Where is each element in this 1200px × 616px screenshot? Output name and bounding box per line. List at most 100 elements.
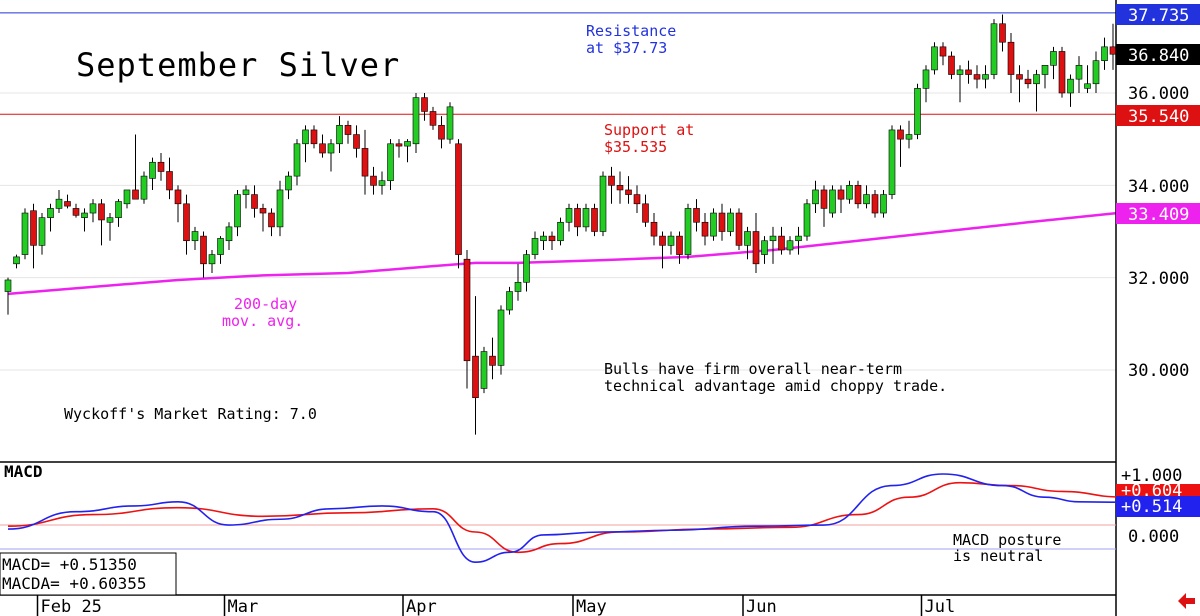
month-label: May [576,597,607,616]
candle [863,185,870,209]
candle [242,185,250,209]
candle-body-up [710,212,717,237]
candle [140,171,148,204]
candle [948,51,955,80]
candle [1041,65,1049,89]
candle [633,185,641,214]
candle-body-up [727,212,734,232]
candle-body-up [531,238,539,255]
candle [897,125,904,167]
candle-body-up [217,238,224,255]
candle [276,180,284,237]
candlestick-series [4,14,1117,435]
candle-body-down [361,148,369,177]
candle [1007,32,1015,93]
candle [999,14,1006,52]
candle-body-up [1033,74,1040,85]
comment-line1: Bulls have firm overall near-term [604,360,902,378]
candle-body-up [888,129,896,195]
candle [370,166,377,195]
candle-body-up [285,175,292,191]
candle [429,106,437,130]
candle-body-down [166,171,173,191]
candle [336,116,343,154]
candle [455,139,462,269]
price-axis: 36.000 34.000 32.000 30.000 37.735 36.84… [1116,4,1200,381]
last-price-tag [1116,44,1200,65]
candle-body-up [1075,65,1083,80]
candle-body-up [846,185,853,200]
scroll-left-arrow-icon[interactable] [1178,593,1195,609]
candle-body-down [625,189,632,195]
price-label-32: 32.000 [1128,269,1189,289]
candle-body-up [234,194,241,228]
candle [472,296,479,435]
candle [446,102,454,144]
candle-body-down [30,210,37,246]
candle-body-up [225,226,233,242]
candle [149,157,156,190]
candle [497,305,505,375]
candle-body-up [744,231,751,246]
candle [302,125,309,163]
price-label-30: 30.000 [1128,361,1189,381]
candle-body-up [982,74,989,80]
macd-value-tag [1116,496,1200,517]
ma-note-line2: mov. avg. [222,312,303,330]
candle-body-up [863,194,870,205]
candle-body-down [616,185,624,191]
candle [98,199,105,246]
candle [582,203,590,232]
candle [361,129,369,195]
candle [888,125,896,200]
macd-readout-box [0,552,177,596]
last-price-tag-label: 36.840 [1128,46,1189,66]
candle [225,222,233,250]
macd-value-tag-label: +0.514 [1121,497,1182,517]
candle-body-down [999,23,1006,43]
macd-readout: MACD= +0.51350 [2,555,137,574]
candle [344,120,352,144]
macd-axis-label-plus1: +1.000 [1121,466,1182,486]
price-gridlines [0,92,1116,371]
candle-body-up [1041,65,1049,75]
candle-body-up [684,208,692,255]
ma200-line [7,211,1122,296]
candle-body-down [268,212,275,228]
candle [310,125,318,149]
candle [931,42,938,75]
candle-body-down [370,175,377,186]
candle-body-up [123,189,131,205]
candle-body-down [200,235,207,265]
candle-body-up [905,134,913,140]
candle-body-up [89,203,97,214]
candle [1050,46,1057,80]
candle-body-down [591,208,598,232]
candle-body-up [506,291,513,311]
resistance-price-tag-label: 37.735 [1128,6,1189,26]
candle [21,208,29,260]
candle [1075,56,1083,93]
candle-body-down [659,235,666,246]
candle [650,213,658,246]
month-label: Jun [746,597,777,616]
candle [1058,46,1066,98]
month-label: Feb 25 [41,597,102,616]
candle-body-down [701,221,709,237]
candle-body-down [259,208,267,214]
market-rating: Wyckoff's Market Rating: 7.0 [64,405,317,423]
candle [973,65,981,89]
month-label: Jul [925,597,956,616]
price-label-36: 36.000 [1128,84,1189,104]
level-lines [0,12,1116,115]
candle [327,139,335,172]
candle [982,65,989,89]
candle-body-up [497,309,505,366]
candle-body-up [387,143,394,182]
candle [387,139,394,190]
macd-line [7,473,1122,563]
candle-body-down [548,235,556,242]
candle [47,203,54,232]
candle [548,231,556,250]
candle [718,203,726,241]
